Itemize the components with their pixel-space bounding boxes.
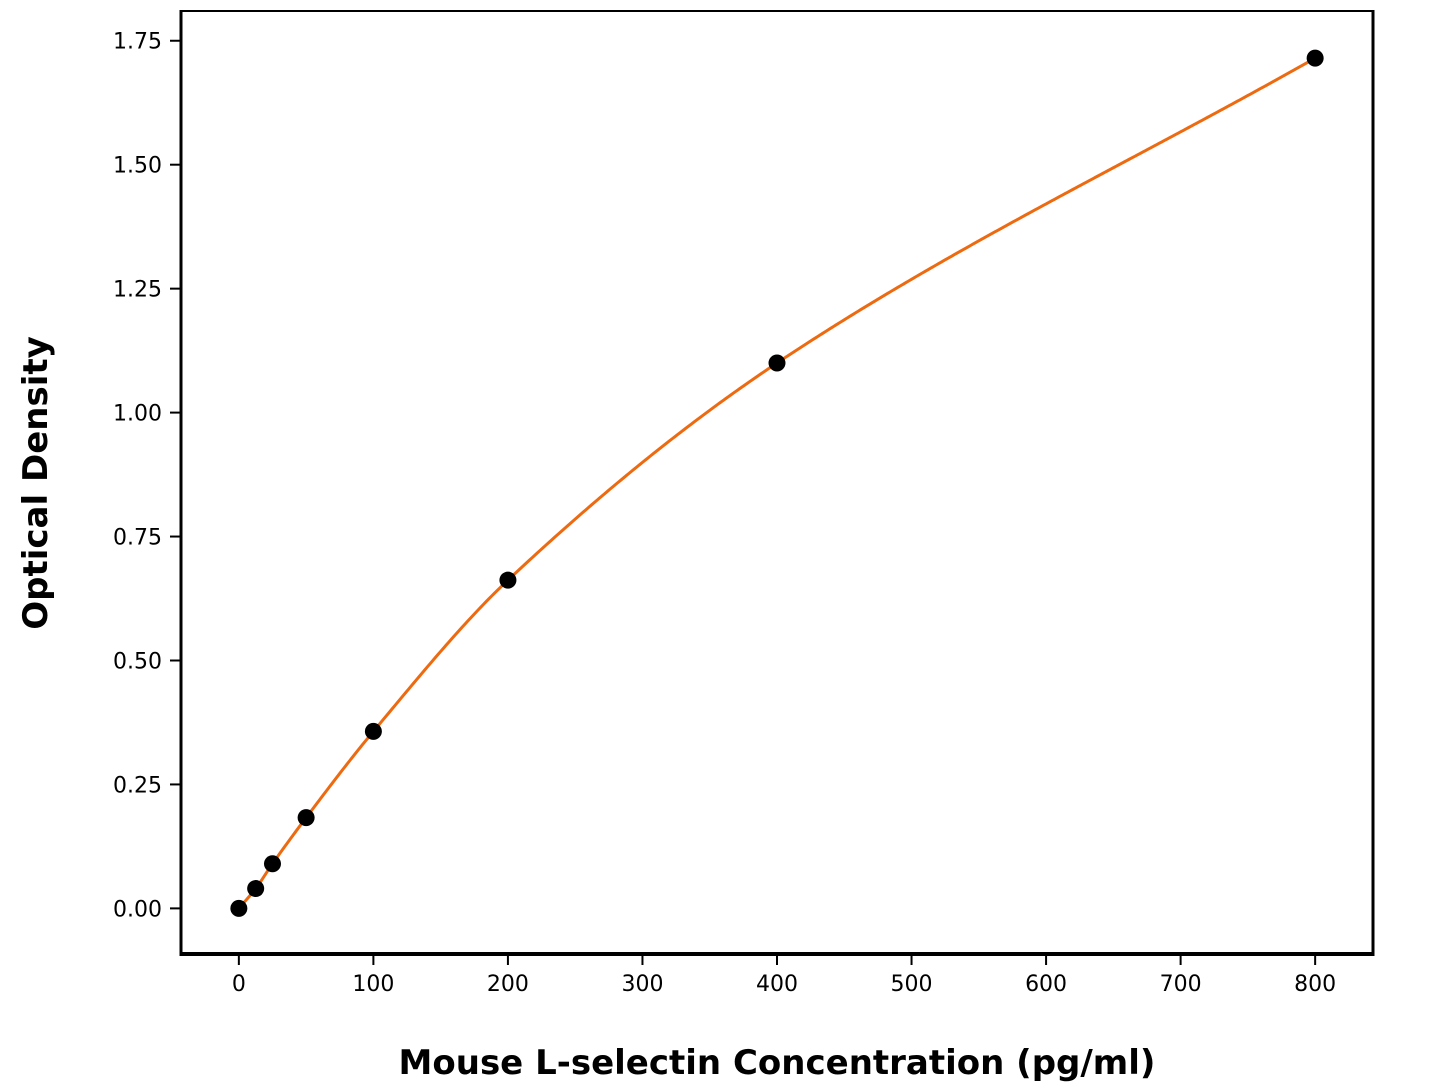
y-axis-title: Optical Density [16, 336, 56, 630]
data-point [247, 880, 265, 898]
y-tick-label: 0.75 [113, 526, 162, 551]
y-tick-label: 1.75 [113, 30, 162, 55]
y-tick-label: 0.25 [113, 773, 162, 798]
y-tick-label: 0.50 [113, 649, 162, 674]
y-axis-ticks: 0.00 0.25 0.50 0.75 1.00 1.25 1.50 1.75 [113, 30, 180, 922]
x-tick-label: 700 [1160, 972, 1202, 997]
data-point [1306, 49, 1324, 67]
y-tick-label: 0.00 [113, 897, 162, 922]
x-tick-label: 200 [487, 972, 529, 997]
x-axis-ticks: 0 100 200 300 400 500 600 700 800 [232, 955, 1336, 997]
data-point [230, 899, 248, 917]
data-point [768, 354, 786, 372]
x-axis-title: Mouse L-selectin Concentration (pg/ml) [399, 1043, 1156, 1083]
plot-area-background [181, 11, 1373, 954]
y-tick-label: 1.00 [113, 402, 162, 427]
x-tick-label: 800 [1294, 972, 1336, 997]
data-point [297, 809, 315, 827]
x-tick-label: 600 [1025, 972, 1067, 997]
data-point [364, 722, 382, 740]
data-point [499, 571, 517, 589]
x-tick-label: 500 [891, 972, 933, 997]
y-tick-label: 1.25 [113, 278, 162, 303]
x-tick-label: 300 [621, 972, 663, 997]
data-points [230, 49, 1324, 917]
data-point [263, 855, 281, 873]
y-tick-label: 1.50 [113, 154, 162, 179]
x-tick-label: 400 [756, 972, 798, 997]
x-tick-label: 0 [232, 972, 246, 997]
x-tick-label: 100 [352, 972, 394, 997]
